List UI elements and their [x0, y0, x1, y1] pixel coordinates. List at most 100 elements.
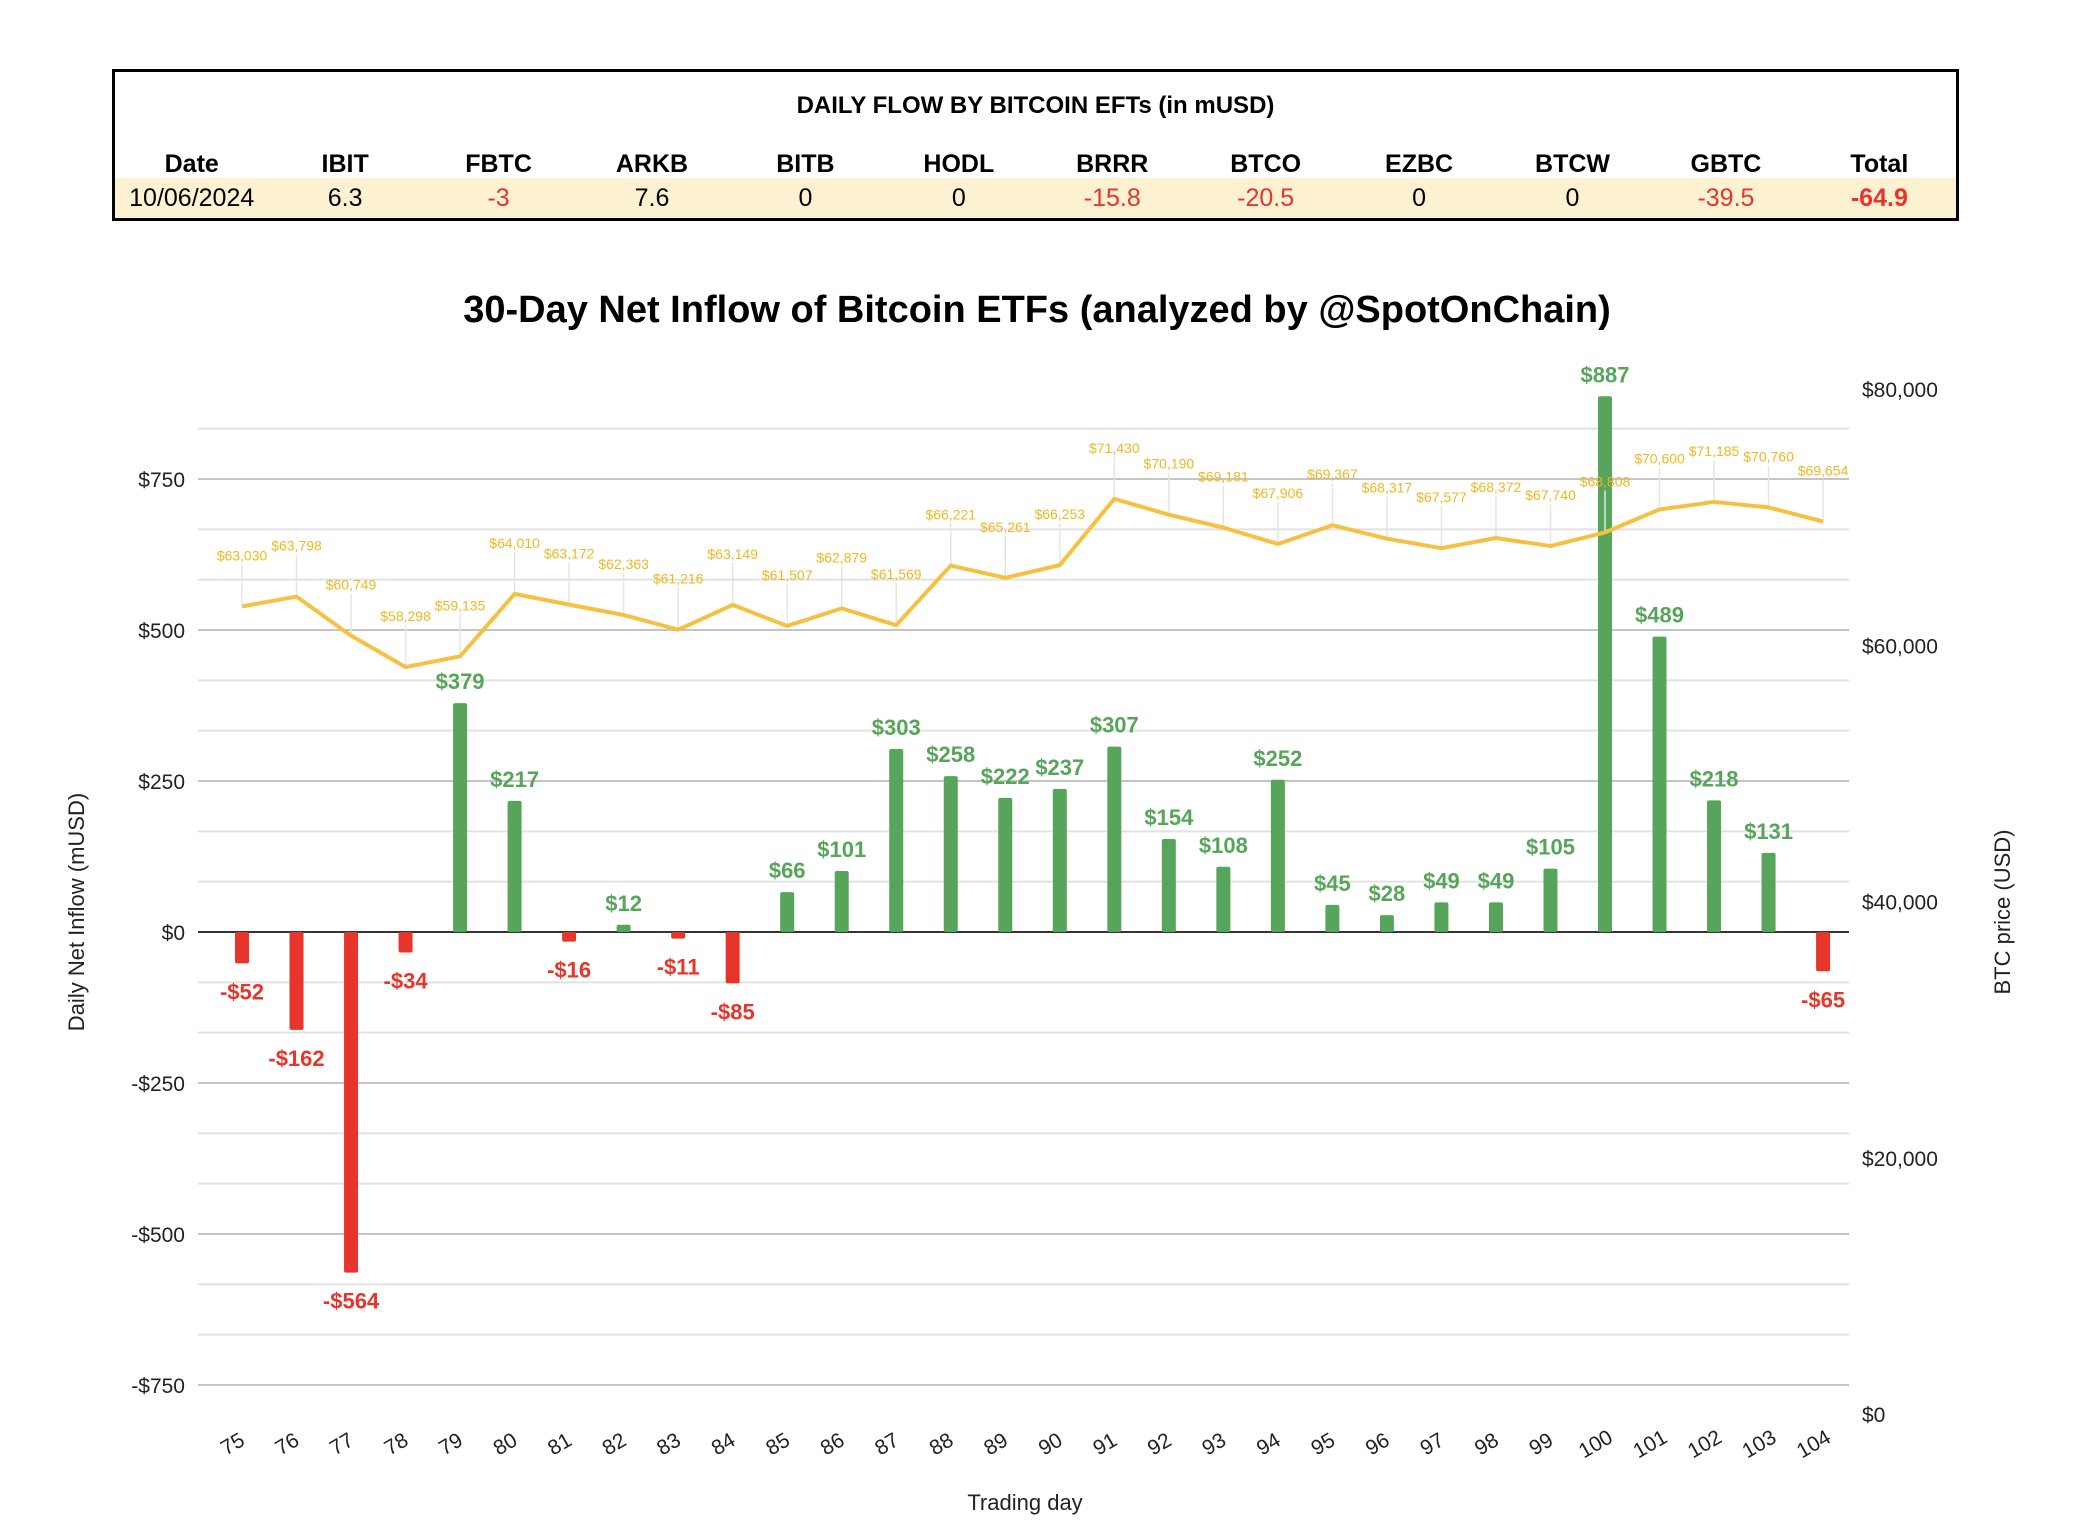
- x-tick-label: 88: [926, 1429, 958, 1461]
- data-cell: 0: [1412, 184, 1427, 212]
- price-label: $64,010: [489, 535, 540, 551]
- bar-value-label: $489: [1635, 603, 1684, 628]
- x-tick-label: 78: [380, 1429, 412, 1461]
- x-tick-label: 87: [871, 1429, 903, 1461]
- data-cell: 7.6: [634, 184, 670, 212]
- bar: [1761, 852, 1776, 932]
- header-cell: GBTC: [1690, 150, 1762, 178]
- bar-value-label: $303: [872, 715, 921, 740]
- bar-value-label: -$65: [1801, 987, 1845, 1012]
- price-label: $62,363: [598, 556, 649, 572]
- price-label: $69,654: [1798, 463, 1849, 479]
- bar: [562, 932, 577, 942]
- bar: [1379, 915, 1394, 932]
- x-tick-label: 85: [762, 1429, 794, 1461]
- bar-value-label: $218: [1690, 766, 1739, 791]
- net-inflow-chart: -$750 -$500 -$250 $0 $250 $500 $750 $0 $20,000 $4…: [64, 289, 2015, 1515]
- bar: [235, 932, 249, 964]
- y-tick-label: $750: [138, 469, 185, 492]
- bar: [1107, 746, 1122, 932]
- btc-price-line: [241, 496, 1824, 670]
- x-tick-label: 99: [1525, 1429, 1557, 1461]
- price-label: $63,172: [544, 546, 595, 562]
- bar-value-label: -$16: [547, 958, 591, 983]
- bar-value-label: -$11: [657, 955, 700, 980]
- x-tick-label: 100: [1575, 1426, 1617, 1463]
- bar-value-label: $154: [1144, 805, 1194, 830]
- bar: [1161, 838, 1176, 932]
- price-label: $67,577: [1416, 489, 1467, 505]
- bar: [453, 703, 468, 932]
- bar-value-label: $252: [1253, 746, 1302, 771]
- price-label: $65,261: [980, 519, 1031, 535]
- price-label: $70,760: [1743, 448, 1794, 464]
- y-tick-label: -$750: [131, 1375, 185, 1398]
- bar-value-label: $49: [1423, 868, 1460, 893]
- y2-tick-label: $20,000: [1862, 1148, 1938, 1171]
- x-tick-label: 97: [1416, 1429, 1448, 1461]
- bar-value-label: $237: [1035, 755, 1084, 780]
- daily-flow-table: DAILY FLOW BY BITCOIN EFTs (in mUSD) Dat…: [112, 69, 1959, 221]
- x-tick-label: 90: [1035, 1429, 1067, 1461]
- price-label: $71,185: [1689, 443, 1740, 459]
- bar-value-label: $217: [490, 767, 539, 792]
- data-cell-total: -64.9: [1850, 184, 1908, 212]
- bar: [834, 870, 849, 932]
- header-cell: BTCW: [1535, 150, 1610, 178]
- x-tick-label: 80: [489, 1429, 521, 1461]
- bar-value-label: $258: [926, 742, 975, 767]
- price-label: $66,253: [1034, 506, 1085, 522]
- price-label: $68,808: [1580, 473, 1631, 489]
- table-data-row: 10/06/2024 6.3 -3 7.6 0 0 -15.8 -20.5 0 …: [115, 178, 1956, 218]
- bar-value-label: $12: [605, 891, 642, 916]
- bar: [889, 748, 904, 932]
- bar: [1052, 788, 1067, 932]
- y-tick-label: -$500: [131, 1224, 185, 1247]
- bar-value-label: $131: [1744, 819, 1793, 844]
- y-tick-label: $250: [138, 771, 185, 794]
- bar-value-label: $379: [436, 669, 485, 694]
- table-title: DAILY FLOW BY BITCOIN EFTs (in mUSD): [796, 92, 1275, 119]
- price-label: $63,030: [217, 547, 268, 563]
- x-tick-label: 89: [980, 1429, 1012, 1461]
- data-cell: -15.8: [1083, 184, 1141, 212]
- data-cell: 10/06/2024: [129, 184, 255, 212]
- bar: [671, 932, 686, 939]
- bar-value-label: $108: [1199, 833, 1248, 858]
- price-label: $63,798: [271, 538, 322, 554]
- header-cell: Date: [164, 150, 219, 178]
- x-tick-label: 76: [271, 1429, 303, 1461]
- data-cell: 0: [951, 184, 966, 212]
- bar-value-label: $66: [769, 858, 806, 883]
- bar-value-label: $105: [1526, 835, 1575, 860]
- x-tick-label: 77: [326, 1429, 358, 1461]
- price-label: $70,600: [1634, 450, 1685, 466]
- header-cell: ARKB: [615, 150, 689, 178]
- y2-tick-label: $80,000: [1862, 379, 1938, 402]
- data-cell: -3: [487, 184, 510, 212]
- x-tick-label: 91: [1089, 1429, 1121, 1461]
- bar: [1325, 904, 1340, 932]
- bar-value-label: $28: [1369, 881, 1406, 906]
- price-label: $68,317: [1362, 480, 1413, 496]
- header-cell: FBTC: [465, 150, 532, 178]
- y2-tick-label: $60,000: [1862, 635, 1938, 658]
- bar: [289, 932, 304, 1030]
- x-tick-label: 94: [1253, 1428, 1285, 1460]
- header-cell: BITB: [776, 150, 835, 178]
- x-axis-title: Trading day: [967, 1490, 1082, 1515]
- bar-value-label: $101: [817, 837, 866, 862]
- y-tick-label: $500: [138, 620, 185, 643]
- price-label: $61,569: [871, 566, 922, 582]
- data-cell: 0: [1565, 184, 1580, 212]
- bar: [1434, 902, 1449, 932]
- bar-value-label: -$34: [384, 969, 429, 994]
- header-cell: IBIT: [321, 150, 369, 178]
- bar: [1543, 868, 1558, 932]
- header-cell: BRRR: [1076, 150, 1149, 178]
- header-cell: Total: [1850, 150, 1909, 178]
- bar: [1216, 866, 1231, 932]
- bar-value-label: -$162: [268, 1046, 324, 1071]
- bar-value-label: $887: [1581, 362, 1630, 387]
- x-tick-label: 83: [653, 1429, 685, 1461]
